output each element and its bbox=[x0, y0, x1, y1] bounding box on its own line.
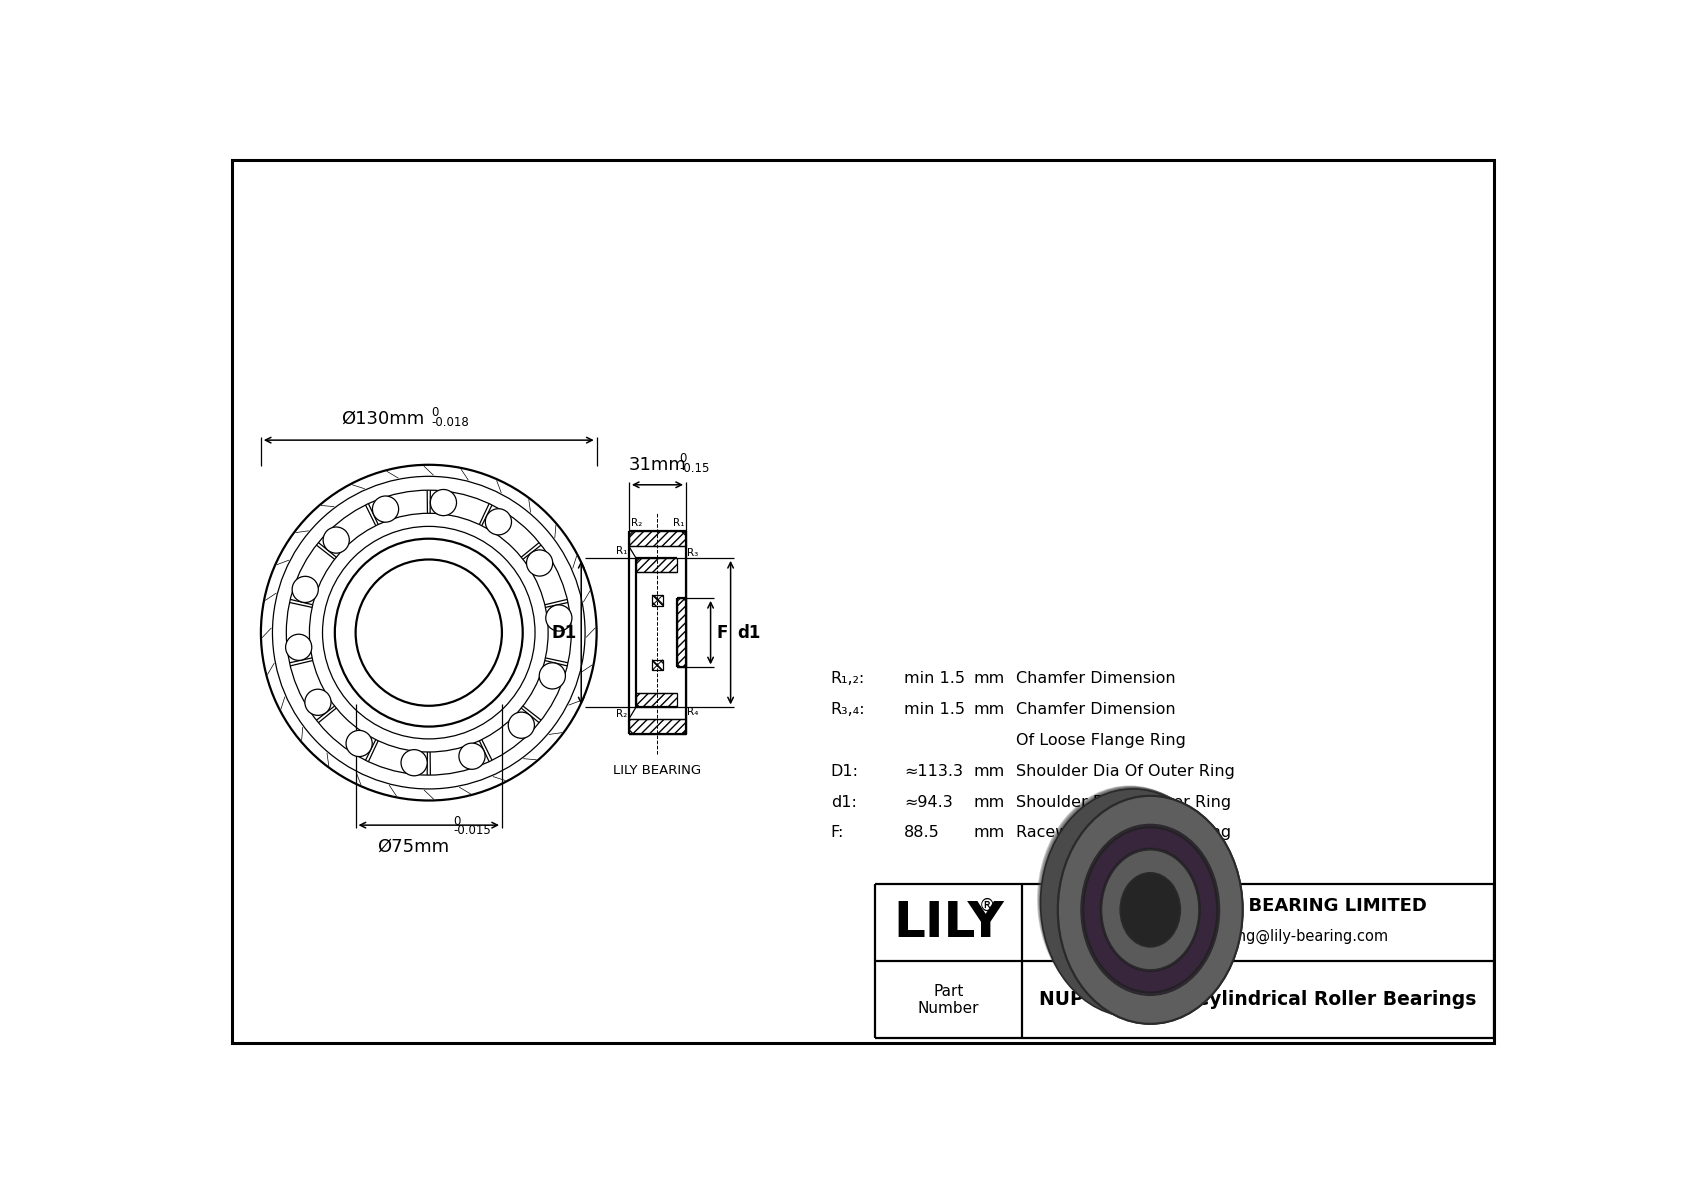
Ellipse shape bbox=[1046, 790, 1231, 1018]
Ellipse shape bbox=[1047, 791, 1233, 1018]
Circle shape bbox=[485, 509, 512, 535]
Ellipse shape bbox=[1046, 790, 1231, 1017]
Circle shape bbox=[527, 550, 552, 576]
Text: min 1.5: min 1.5 bbox=[904, 703, 965, 717]
Text: R₁: R₁ bbox=[616, 547, 628, 556]
Ellipse shape bbox=[1049, 792, 1234, 1019]
Bar bbox=[637, 693, 677, 707]
Text: mm: mm bbox=[973, 825, 1004, 841]
Text: D1: D1 bbox=[551, 624, 576, 642]
Ellipse shape bbox=[1051, 792, 1236, 1021]
Text: 0: 0 bbox=[679, 451, 687, 464]
Text: min 1.5: min 1.5 bbox=[904, 672, 965, 686]
Text: Email: lilybearing@lily-bearing.com: Email: lilybearing@lily-bearing.com bbox=[1128, 929, 1388, 944]
Text: mm: mm bbox=[973, 672, 1004, 686]
Text: mm: mm bbox=[973, 763, 1004, 779]
Ellipse shape bbox=[1054, 794, 1239, 1022]
Ellipse shape bbox=[1056, 796, 1241, 1023]
Bar bbox=[677, 598, 685, 667]
Circle shape bbox=[401, 749, 428, 775]
Circle shape bbox=[460, 743, 485, 769]
Ellipse shape bbox=[1054, 793, 1238, 1022]
Ellipse shape bbox=[1039, 786, 1224, 1015]
Ellipse shape bbox=[1042, 787, 1226, 1016]
Text: R₂: R₂ bbox=[632, 518, 643, 528]
Text: LILY: LILY bbox=[893, 899, 1004, 947]
Text: 0: 0 bbox=[453, 815, 461, 828]
Text: -0.015: -0.015 bbox=[453, 824, 492, 837]
Ellipse shape bbox=[1056, 794, 1241, 1023]
Text: Raceway Dia Of Inner Ring: Raceway Dia Of Inner Ring bbox=[1015, 825, 1231, 841]
Ellipse shape bbox=[1052, 793, 1238, 1021]
Circle shape bbox=[286, 634, 312, 660]
Text: ≈113.3: ≈113.3 bbox=[904, 763, 963, 779]
Text: d1:: d1: bbox=[830, 794, 857, 810]
Text: F:: F: bbox=[830, 825, 844, 841]
Ellipse shape bbox=[1044, 788, 1228, 1017]
Text: Of Loose Flange Ring: Of Loose Flange Ring bbox=[1015, 732, 1186, 748]
Text: Part
Number: Part Number bbox=[918, 984, 980, 1016]
Circle shape bbox=[305, 690, 332, 716]
Text: R₃,₄:: R₃,₄: bbox=[830, 703, 866, 717]
Ellipse shape bbox=[1120, 873, 1180, 947]
Text: Chamfer Dimension: Chamfer Dimension bbox=[1015, 703, 1175, 717]
Text: mm: mm bbox=[973, 794, 1004, 810]
Circle shape bbox=[345, 730, 372, 756]
Text: R₃: R₃ bbox=[687, 548, 699, 557]
Bar bbox=[628, 719, 685, 735]
Text: Ø75mm: Ø75mm bbox=[377, 837, 450, 855]
Text: d1: d1 bbox=[738, 624, 759, 642]
Text: 88.5: 88.5 bbox=[904, 825, 940, 841]
Ellipse shape bbox=[1042, 788, 1228, 1016]
Ellipse shape bbox=[1052, 793, 1236, 1021]
Ellipse shape bbox=[1041, 788, 1226, 1017]
Text: LILY BEARING: LILY BEARING bbox=[613, 763, 702, 777]
Ellipse shape bbox=[1041, 787, 1226, 1015]
Bar bbox=[637, 557, 677, 572]
Text: F: F bbox=[717, 624, 727, 642]
Text: Ø130mm: Ø130mm bbox=[340, 410, 424, 428]
Text: R₁,₂:: R₁,₂: bbox=[830, 672, 866, 686]
Circle shape bbox=[323, 526, 349, 553]
Ellipse shape bbox=[1037, 786, 1223, 1014]
Text: -0.15: -0.15 bbox=[679, 462, 709, 475]
Text: mm: mm bbox=[973, 703, 1004, 717]
Ellipse shape bbox=[1047, 791, 1233, 1019]
Circle shape bbox=[372, 495, 399, 522]
Ellipse shape bbox=[1051, 792, 1234, 1019]
Bar bbox=[652, 596, 663, 606]
Text: ®: ® bbox=[978, 897, 995, 915]
Circle shape bbox=[291, 576, 318, 603]
Ellipse shape bbox=[1058, 796, 1243, 1024]
Bar bbox=[628, 531, 685, 547]
Text: ≈94.3: ≈94.3 bbox=[904, 794, 953, 810]
Ellipse shape bbox=[1101, 850, 1199, 969]
Ellipse shape bbox=[1103, 866, 1164, 940]
Text: SHANGHAI LILY BEARING LIMITED: SHANGHAI LILY BEARING LIMITED bbox=[1090, 897, 1426, 915]
Circle shape bbox=[431, 490, 456, 516]
Text: D1:: D1: bbox=[830, 763, 859, 779]
Text: NUP 2215 ECP Cylindrical Roller Bearings: NUP 2215 ECP Cylindrical Roller Bearings bbox=[1039, 991, 1477, 1010]
Text: -0.018: -0.018 bbox=[431, 416, 468, 429]
Text: 0: 0 bbox=[431, 406, 438, 418]
Text: R₄: R₄ bbox=[687, 707, 699, 717]
Ellipse shape bbox=[1058, 796, 1243, 1024]
Ellipse shape bbox=[1037, 786, 1223, 1014]
Ellipse shape bbox=[1044, 790, 1229, 1017]
Ellipse shape bbox=[1123, 884, 1169, 929]
Text: 31mm: 31mm bbox=[628, 456, 687, 474]
Ellipse shape bbox=[1058, 796, 1243, 1023]
Ellipse shape bbox=[1081, 824, 1219, 996]
Circle shape bbox=[539, 662, 566, 688]
Circle shape bbox=[509, 712, 534, 738]
Text: Shoulder Dia Of Inner Ring: Shoulder Dia Of Inner Ring bbox=[1015, 794, 1231, 810]
Bar bbox=[652, 660, 663, 671]
Circle shape bbox=[546, 605, 573, 631]
Text: R₁: R₁ bbox=[674, 518, 684, 528]
Text: Chamfer Dimension: Chamfer Dimension bbox=[1015, 672, 1175, 686]
Text: R₂: R₂ bbox=[616, 709, 628, 719]
Ellipse shape bbox=[1039, 787, 1224, 1015]
Text: Shoulder Dia Of Outer Ring: Shoulder Dia Of Outer Ring bbox=[1015, 763, 1234, 779]
